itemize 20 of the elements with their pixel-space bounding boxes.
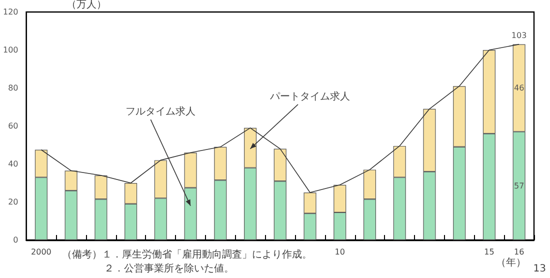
x-tick-label: 16 <box>514 248 524 256</box>
text: （備考）１．厚生労働省「雇用動向調査」により作成。 <box>62 248 312 260</box>
y-tick-label: 60 <box>8 122 18 130</box>
data-label: 57 <box>514 181 524 190</box>
y-tick-label: 120 <box>2 8 18 16</box>
y-tick-label: 80 <box>8 84 18 92</box>
data-label: 46 <box>514 84 524 92</box>
x-tick-label: 10 <box>334 248 345 256</box>
x-tick-label: 15 <box>484 248 494 256</box>
x-axis-title: （年） <box>496 256 526 268</box>
y-tick-label: 0 <box>13 236 18 244</box>
text: パートタイム求人 <box>269 90 350 102</box>
text: フルタイム求人 <box>126 106 196 118</box>
text: 13 <box>533 264 546 274</box>
data-label: 103 <box>511 30 527 40</box>
y-tick-label: 20 <box>8 198 18 206</box>
text: ２．公営事業所を除いた値。 <box>104 262 234 274</box>
y-tick-label: 40 <box>8 160 18 168</box>
y-tick-label: 100 <box>2 46 18 54</box>
x-tick-label: 2000 <box>31 248 52 256</box>
